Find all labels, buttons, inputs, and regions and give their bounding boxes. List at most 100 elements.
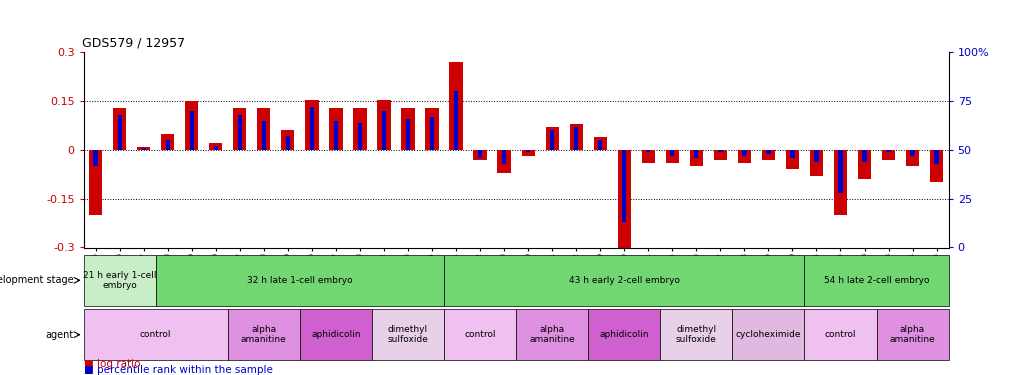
Bar: [501, 150, 505, 164]
Bar: [310, 107, 314, 150]
Bar: [593, 137, 606, 150]
Bar: [305, 100, 318, 150]
Bar: [742, 150, 746, 156]
Bar: [545, 127, 558, 150]
Bar: [377, 100, 390, 150]
Bar: [549, 130, 553, 150]
Bar: [790, 150, 794, 158]
Text: dimethyl
sulfoxide: dimethyl sulfoxide: [387, 325, 428, 344]
Bar: [453, 92, 458, 150]
Bar: [659, 309, 732, 360]
Bar: [443, 255, 804, 306]
Text: 21 h early 1-cell
embryo: 21 h early 1-cell embryo: [83, 271, 156, 290]
Bar: [521, 150, 534, 156]
Bar: [665, 150, 679, 163]
Bar: [262, 121, 266, 150]
Bar: [861, 150, 866, 162]
Bar: [804, 309, 875, 360]
Bar: [717, 150, 721, 152]
Bar: [838, 150, 842, 193]
Bar: [358, 123, 362, 150]
Bar: [910, 150, 914, 156]
Text: control: control: [464, 330, 495, 339]
Bar: [209, 144, 222, 150]
Bar: [381, 111, 386, 150]
Bar: [857, 150, 870, 179]
Bar: [84, 309, 227, 360]
Bar: [329, 108, 342, 150]
Bar: [929, 150, 943, 183]
Bar: [257, 108, 270, 150]
Text: cycloheximide: cycloheximide: [735, 330, 800, 339]
Bar: [574, 127, 578, 150]
Bar: [875, 309, 948, 360]
Text: 32 h late 1-cell embryo: 32 h late 1-cell embryo: [247, 276, 353, 285]
Bar: [804, 255, 948, 306]
Bar: [813, 150, 818, 162]
Text: agent: agent: [45, 330, 73, 340]
Bar: [737, 150, 750, 163]
Bar: [785, 150, 798, 170]
Text: ■ percentile rank within the sample: ■ percentile rank within the sample: [84, 365, 272, 375]
Bar: [526, 150, 530, 152]
Bar: [137, 147, 150, 150]
Text: GDS579 / 12957: GDS579 / 12957: [82, 37, 184, 50]
Text: control: control: [824, 330, 855, 339]
Bar: [161, 134, 174, 150]
Text: aphidicolin: aphidicolin: [599, 330, 648, 339]
Bar: [429, 117, 434, 150]
Bar: [449, 62, 463, 150]
Bar: [443, 309, 516, 360]
Text: 43 h early 2-cell embryo: 43 h early 2-cell embryo: [569, 276, 679, 285]
Bar: [597, 140, 602, 150]
Bar: [622, 150, 626, 222]
Text: development stage: development stage: [0, 275, 73, 285]
Bar: [94, 150, 98, 166]
Bar: [809, 150, 822, 176]
Bar: [185, 101, 198, 150]
Bar: [401, 108, 414, 150]
Bar: [406, 119, 410, 150]
Bar: [905, 150, 918, 166]
Bar: [281, 130, 294, 150]
Text: alpha
amanitine: alpha amanitine: [529, 325, 575, 344]
Bar: [227, 309, 300, 360]
Bar: [933, 150, 937, 164]
Bar: [569, 124, 582, 150]
Text: aphidicolin: aphidicolin: [311, 330, 361, 339]
Bar: [213, 146, 218, 150]
Bar: [353, 108, 366, 150]
Text: alpha
amanitine: alpha amanitine: [240, 325, 286, 344]
Text: control: control: [140, 330, 171, 339]
Bar: [372, 309, 443, 360]
Bar: [765, 150, 769, 154]
Bar: [689, 150, 702, 166]
Bar: [165, 140, 170, 150]
Text: ■ log ratio: ■ log ratio: [84, 359, 140, 369]
Bar: [285, 136, 289, 150]
Bar: [142, 148, 146, 150]
Bar: [190, 111, 194, 150]
Bar: [886, 150, 890, 152]
Bar: [669, 150, 674, 156]
Bar: [473, 150, 486, 160]
Bar: [516, 309, 588, 360]
Bar: [233, 108, 247, 150]
Bar: [732, 309, 804, 360]
Bar: [881, 150, 895, 160]
Text: dimethyl
sulfoxide: dimethyl sulfoxide: [676, 325, 716, 344]
Bar: [645, 150, 650, 152]
Bar: [237, 115, 242, 150]
Bar: [117, 115, 121, 150]
Bar: [618, 150, 630, 254]
Bar: [713, 150, 727, 160]
Bar: [89, 150, 102, 215]
Bar: [478, 150, 482, 158]
Bar: [497, 150, 511, 173]
Bar: [694, 150, 698, 158]
Text: 54 h late 2-cell embryo: 54 h late 2-cell embryo: [823, 276, 928, 285]
Text: alpha
amanitine: alpha amanitine: [889, 325, 934, 344]
Bar: [156, 255, 443, 306]
Bar: [588, 309, 659, 360]
Bar: [761, 150, 774, 160]
